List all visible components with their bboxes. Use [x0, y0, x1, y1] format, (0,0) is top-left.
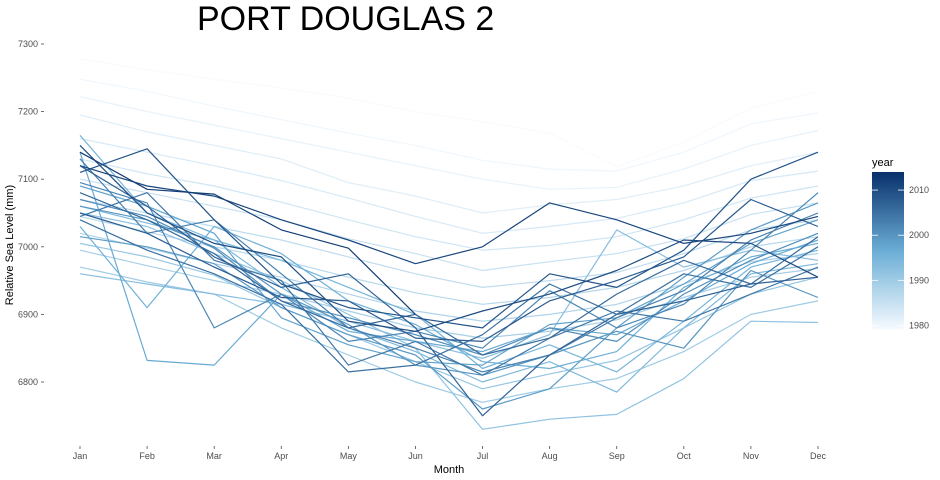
series-line-1995 [79, 134, 819, 373]
x-tick-label: May [340, 451, 358, 461]
series-line-2012 [79, 151, 416, 315]
x-tick-label: Oct [677, 451, 692, 461]
series-line-2011 [79, 165, 819, 265]
y-tick-label: 6900 [18, 309, 38, 319]
y-tick-label: 7200 [18, 107, 38, 117]
x-tick-label: Feb [139, 451, 155, 461]
series-line-2003 [79, 158, 819, 373]
series-line-1983 [79, 138, 819, 234]
colorbar-legend: year 1980 1990 2000 2010 [872, 157, 929, 330]
y-axis-label: Relative Sea Level (mm) [4, 185, 16, 305]
x-tick-label: Jan [73, 451, 88, 461]
series-line-2008 [79, 198, 819, 342]
series-line-1980 [79, 78, 819, 172]
y-tick-label: 7000 [18, 242, 38, 252]
x-tick-label: Mar [206, 451, 222, 461]
colorbar-tick-label: 1980 [909, 320, 929, 330]
chart-title: PORT DOUGLAS 2 [197, 0, 494, 38]
series-line-1991 [79, 242, 819, 390]
x-tick-label: Jul [477, 451, 489, 461]
series-line-2006 [79, 192, 819, 356]
series-line-1987 [79, 215, 819, 305]
x-tick-label: Sep [609, 451, 625, 461]
colorbar-tick-label: 2000 [909, 230, 929, 240]
colorbar-ticks: 1980 1990 2000 2010 [872, 185, 929, 330]
series-line-2007 [79, 165, 819, 417]
x-tick-label: Apr [274, 451, 288, 461]
series-line-1985 [79, 178, 819, 272]
series-line-1986 [79, 198, 819, 288]
colorbar-tick-label: 2010 [909, 185, 929, 195]
colorbar-tick-label: 1990 [909, 275, 929, 285]
x-tick-label: Dec [810, 451, 827, 461]
series-line-1998 [79, 185, 819, 366]
x-tick-label: Nov [743, 451, 760, 461]
x-tick-label: Aug [542, 451, 558, 461]
series-line-2009 [79, 148, 819, 329]
y-axis: 6800 6900 7000 7100 7200 7300 [18, 39, 44, 387]
y-tick-label: 7300 [18, 39, 38, 49]
series-line-1982 [79, 114, 819, 214]
series-line-2005 [79, 219, 819, 373]
series-line-2010 [79, 144, 819, 332]
series-line-1984 [79, 158, 819, 251]
x-axis-label: Month [434, 464, 465, 476]
series-line-1981 [79, 96, 819, 190]
series-lines [79, 58, 819, 430]
colorbar [872, 172, 904, 330]
series-line-1994 [79, 205, 819, 393]
series-line-2001 [79, 198, 819, 356]
x-axis: Jan Feb Mar Apr May Jun Jul Aug Sep Oct Nov Dec [73, 446, 827, 461]
series-line-1996 [79, 225, 819, 370]
y-tick-label: 6800 [18, 377, 38, 387]
series-line-1979 [79, 58, 819, 168]
series-line-1989 [79, 249, 819, 339]
legend-title: year [872, 157, 894, 169]
y-tick-label: 7100 [18, 174, 38, 184]
x-tick-label: Jun [408, 451, 423, 461]
